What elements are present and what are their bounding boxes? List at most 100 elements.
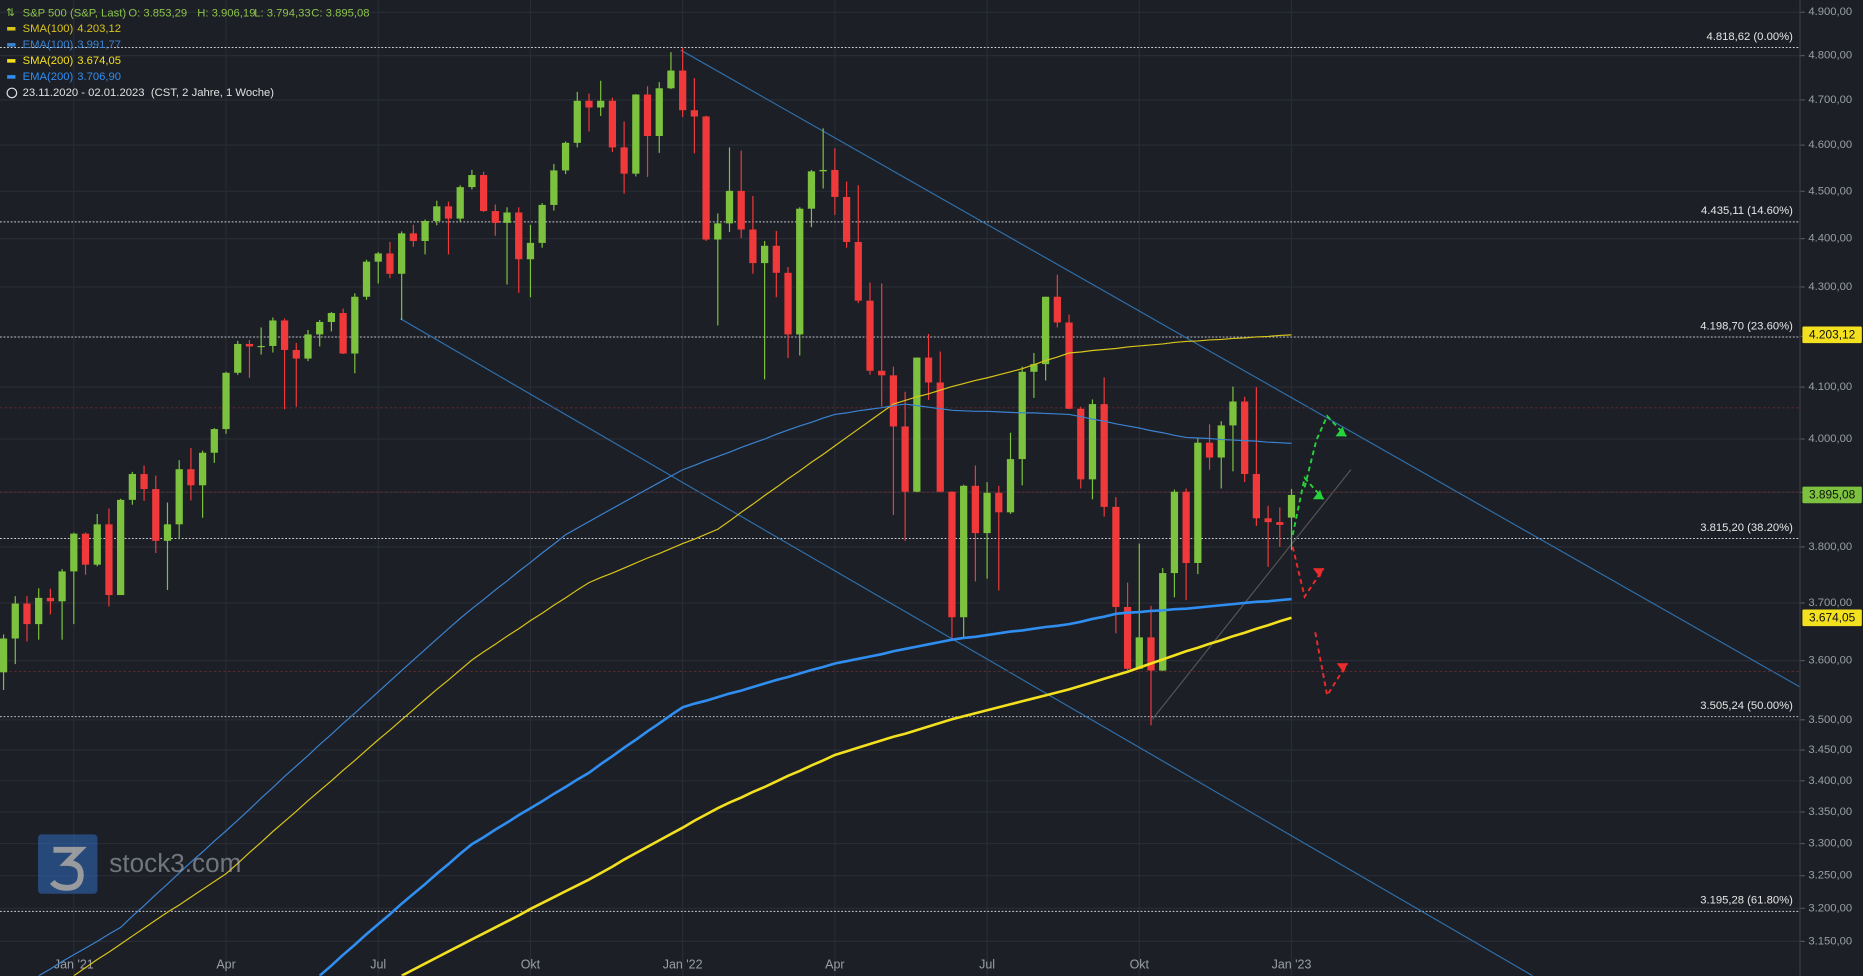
candle-body [632,94,640,174]
candle-body [374,253,382,262]
date-range: 23.11.2020 - 02.01.2023 [23,87,145,99]
candle-body [737,190,745,230]
candle-body [1287,494,1296,518]
arrow [1303,414,1347,488]
candle-body [936,382,944,492]
candle-body [93,524,101,565]
candle-body [409,233,417,241]
fib-label: 3.195,28 (61.80%) [1700,895,1793,907]
y-tick-label: 3.300,00 [1808,838,1852,850]
candle-body [573,100,581,143]
candle-body [924,357,933,383]
candle-body [1123,606,1132,669]
indicator-line [73,334,1292,976]
candle-body [831,169,839,197]
candle-body [1159,573,1167,671]
fib-label: 4.818,62 (0.00%) [1706,31,1793,43]
candle-body [608,100,617,148]
price-tag [1802,486,1862,504]
candle-body [1030,364,1038,372]
candle-body [351,296,359,354]
candle-body [561,142,570,171]
ohlc-high: H: 3.906,19 [197,7,255,19]
y-tick-label: 3.450,00 [1808,744,1852,756]
candle-body [210,429,218,453]
candle-body [796,208,804,335]
candle-body [163,524,172,541]
candle-body [1065,322,1073,409]
legend-value: 3.706,90 [77,71,121,83]
x-tick-label: Jan '21 [54,957,94,971]
candle-body [1018,371,1026,460]
indicator-line [401,616,1292,976]
y-tick-label: 4.700,00 [1808,94,1852,106]
candle-body [81,533,90,565]
candle-body [690,110,698,117]
candle-body [784,272,792,335]
candle-body [1041,296,1050,365]
candle-body [280,320,289,350]
y-tick-label: 3.400,00 [1808,775,1852,787]
arrow [1291,546,1325,600]
fib-label: 4.435,11 (14.60%) [1701,205,1793,217]
instrument: S&P 500 (S&P, Last) [23,7,127,19]
price-tag-label: 4.203,12 [1809,328,1855,342]
fib-label: 4.198,70 (23.60%) [1700,320,1793,332]
candle-body [444,206,453,219]
ohlc-low: L: 3.794,33 [254,7,310,19]
candle-body [327,313,336,322]
x-tick-label: Jul [370,957,386,971]
candle-body [339,313,347,354]
candle-body [1252,474,1261,519]
candle-body [479,175,488,212]
arrow [1291,475,1325,536]
candle-body [1170,491,1179,574]
candle-body [1241,401,1249,475]
candle-body [0,638,8,673]
y-tick-label: 3.600,00 [1808,655,1852,667]
candle-body [620,147,628,174]
legend-swatch [7,43,16,47]
period-info: (CST, 2 Jahre, 1 Woche) [151,87,274,99]
candle-body [503,212,511,223]
candle-body [995,492,1003,513]
legend-swatch [7,27,16,31]
y-tick-label: 4.500,00 [1808,185,1852,197]
y-tick-label: 4.900,00 [1808,6,1852,18]
candle-body [585,100,593,108]
candle-body [386,253,394,274]
candle-body [70,533,78,572]
candle-body [105,524,113,596]
x-tick-label: Okt [521,957,541,971]
candle-body [948,491,956,618]
arrowhead [1312,489,1324,500]
price-tag [1802,609,1862,627]
candle-body [222,372,230,430]
legend-name: EMA(100) [23,39,74,51]
candle-body [702,116,710,240]
y-tick-label: 4.300,00 [1808,281,1852,293]
candle-body [1229,401,1237,426]
legend-value: 4.203,12 [77,23,121,35]
candle-body [971,485,980,534]
ohlc-open: O: 3.853,29 [128,7,187,19]
arrow [1314,632,1349,698]
candle-body [878,370,886,376]
candle-body [983,492,991,534]
candle-body [515,212,523,260]
x-tick-label: Apr [216,957,235,971]
candle-body [760,245,769,264]
candle-body [269,320,277,346]
x-tick-label: Jul [979,957,995,971]
y-tick-label: 3.200,00 [1808,902,1852,914]
y-tick-label: 4.000,00 [1808,433,1852,445]
candle-body [655,88,663,136]
legend-name: SMA(100) [23,23,74,35]
candle-body [889,375,898,427]
plot-area [0,49,1801,976]
trendline [1152,469,1352,720]
candle-body [117,499,125,596]
x-tick-label: Okt [1130,957,1150,971]
